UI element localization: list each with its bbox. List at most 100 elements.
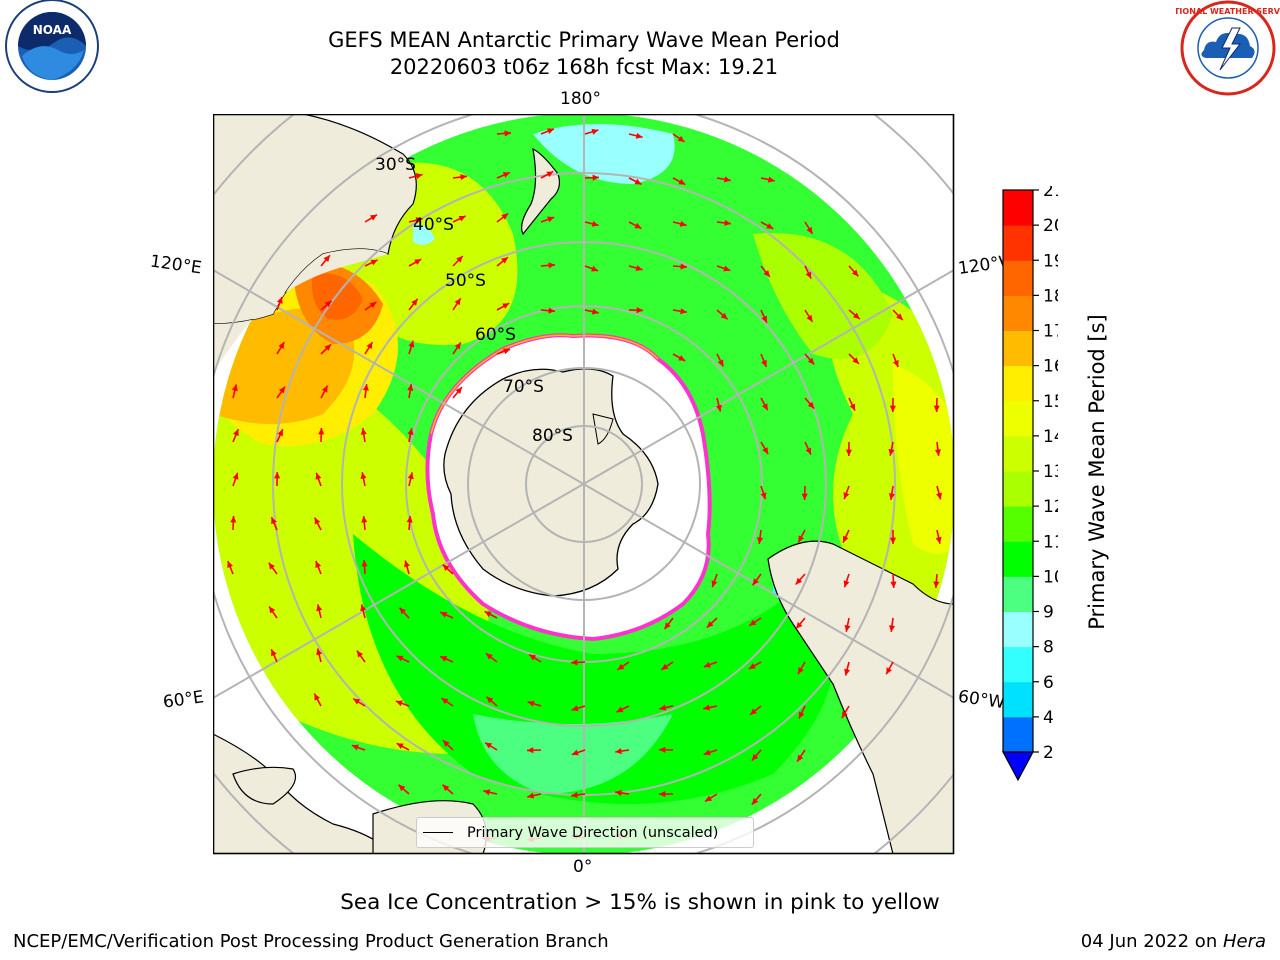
colorbar-bin xyxy=(1003,646,1033,683)
wave-arrow-head xyxy=(360,472,367,480)
wave-arrow-head xyxy=(442,740,450,747)
lat-label-60s: 60°S xyxy=(475,325,516,345)
wave-arrow-head xyxy=(661,663,669,670)
colorbar-tick-label: 8 xyxy=(1043,638,1054,658)
colorbar-bin xyxy=(1003,365,1033,402)
wave-arrow-head xyxy=(843,492,850,500)
colorbar-tick-label: 16 xyxy=(1043,357,1058,377)
wave-arrow-head xyxy=(527,792,535,799)
wave-arrow-head xyxy=(440,656,448,662)
wave-arrow-head xyxy=(271,649,277,657)
wave-arrow-head xyxy=(706,621,714,628)
wave-arrow-head xyxy=(440,612,448,618)
colorbar: 2 4 6 8 9 10 11 12 13 14 15 16 17 18 19 20 21 xyxy=(1001,186,1058,782)
colorbar-bin xyxy=(1003,506,1033,542)
wave-arrow-head xyxy=(761,315,767,323)
wave-arrow-head xyxy=(591,220,599,227)
wave-arrow-head xyxy=(896,313,903,321)
wave-arrow-head xyxy=(227,560,233,568)
wave-arrow-head xyxy=(616,706,624,713)
wave-arrow-head xyxy=(797,667,804,675)
colorbar-bin xyxy=(1003,330,1033,367)
wave-arrow-head xyxy=(547,216,555,223)
wave-arrow-head xyxy=(442,784,450,792)
wave-arrow-head xyxy=(748,663,756,669)
footer-machine: Hera xyxy=(1222,931,1266,952)
wave-arrow-head xyxy=(407,472,414,480)
wave-arrow-head xyxy=(890,581,897,588)
wave-arrow-head xyxy=(801,493,808,500)
map-legend: Primary Wave Direction (unscaled) xyxy=(416,817,754,848)
wave-arrow-head xyxy=(635,132,643,139)
wave-direction-arrows xyxy=(227,128,942,843)
wave-arrow-head xyxy=(761,359,767,367)
wave-arrow-head xyxy=(592,174,599,181)
colorbar-tick-label: 10 xyxy=(1043,567,1058,587)
wave-arrow-head xyxy=(703,661,711,668)
wave-arrow-head xyxy=(571,791,578,799)
wave-arrow-head xyxy=(723,265,731,272)
map-subtitle-run-info: 20220603 t06z 168h fcst Max: 19.21 xyxy=(389,55,779,79)
wave-arrow-head xyxy=(843,580,850,588)
lon-label-0: 0° xyxy=(573,857,593,877)
wave-arrow-head xyxy=(751,753,759,761)
wave-arrow-head xyxy=(407,428,414,436)
wave-arrow-head xyxy=(766,223,774,229)
wave-arrow-head xyxy=(277,429,283,437)
colorbar-bin xyxy=(1003,435,1033,472)
wave-arrow-head xyxy=(703,749,711,756)
wave-arrow-head xyxy=(591,265,599,272)
lat-label-80s: 80°S xyxy=(532,426,573,446)
wave-arrow-head xyxy=(360,604,367,612)
wave-arrow-head xyxy=(933,581,940,588)
colorbar-tick-label: 19 xyxy=(1043,251,1058,271)
colorbar-bin xyxy=(1003,225,1033,261)
wave-arrow-head xyxy=(504,130,511,137)
colorbar-tick-label: 20 xyxy=(1043,216,1058,236)
wave-arrow-head xyxy=(664,622,671,630)
wave-arrow-head xyxy=(314,517,321,525)
wave-arrow-head xyxy=(761,403,768,411)
wave-arrow-head xyxy=(720,312,728,320)
lat-label-70s: 70°S xyxy=(503,377,544,397)
wave-arrow-head xyxy=(356,650,364,658)
wave-arrow-head xyxy=(361,560,368,567)
wave-arrow-head xyxy=(316,648,323,656)
wave-arrow-head xyxy=(276,296,283,304)
colorbar-bin xyxy=(1003,190,1033,226)
wave-arrow-head xyxy=(636,307,643,314)
wave-arrow-head xyxy=(678,355,686,361)
wave-arrow-head xyxy=(455,387,462,394)
wave-arrow-head xyxy=(315,472,322,480)
wave-arrow-head xyxy=(360,428,367,435)
colorbar-tick-label: 17 xyxy=(1043,322,1058,342)
colorbar-tick-label: 21 xyxy=(1043,186,1058,201)
wave-arrow-head xyxy=(314,693,321,701)
wave-arrow-head xyxy=(407,384,414,391)
wave-arrow-head xyxy=(414,259,422,265)
wave-arrow-head xyxy=(353,698,361,705)
colorbar-title: Primary Wave Mean Period [s] xyxy=(1085,314,1109,630)
wave-arrow-head xyxy=(571,749,579,756)
wave-arrow-head xyxy=(807,357,815,365)
wave-arrow-head xyxy=(503,348,511,355)
wave-arrow-head xyxy=(399,607,407,615)
wave-arrow-head xyxy=(934,449,941,456)
colorbar-tick-label: 4 xyxy=(1043,708,1054,728)
wave-arrow-head xyxy=(796,621,803,629)
wave-arrow-head xyxy=(460,174,467,181)
wave-arrow-head xyxy=(233,429,239,437)
colorbar-underflow-triangle xyxy=(1001,751,1035,782)
wave-arrow-head xyxy=(678,178,686,185)
wave-arrow-head xyxy=(323,255,330,263)
wave-arrow-head xyxy=(842,535,849,543)
colorbar-bin xyxy=(1003,260,1033,296)
map-title: GEFS MEAN Antarctic Primary Wave Mean Pe… xyxy=(328,28,840,52)
wave-arrow-head xyxy=(757,537,764,544)
wave-arrow-head xyxy=(361,516,368,523)
wave-arrow-head xyxy=(441,698,449,705)
wave-arrow-head xyxy=(571,705,579,712)
wave-arrow-head xyxy=(271,517,277,525)
wave-arrow-head xyxy=(315,560,322,568)
wave-arrow-head xyxy=(841,711,848,719)
